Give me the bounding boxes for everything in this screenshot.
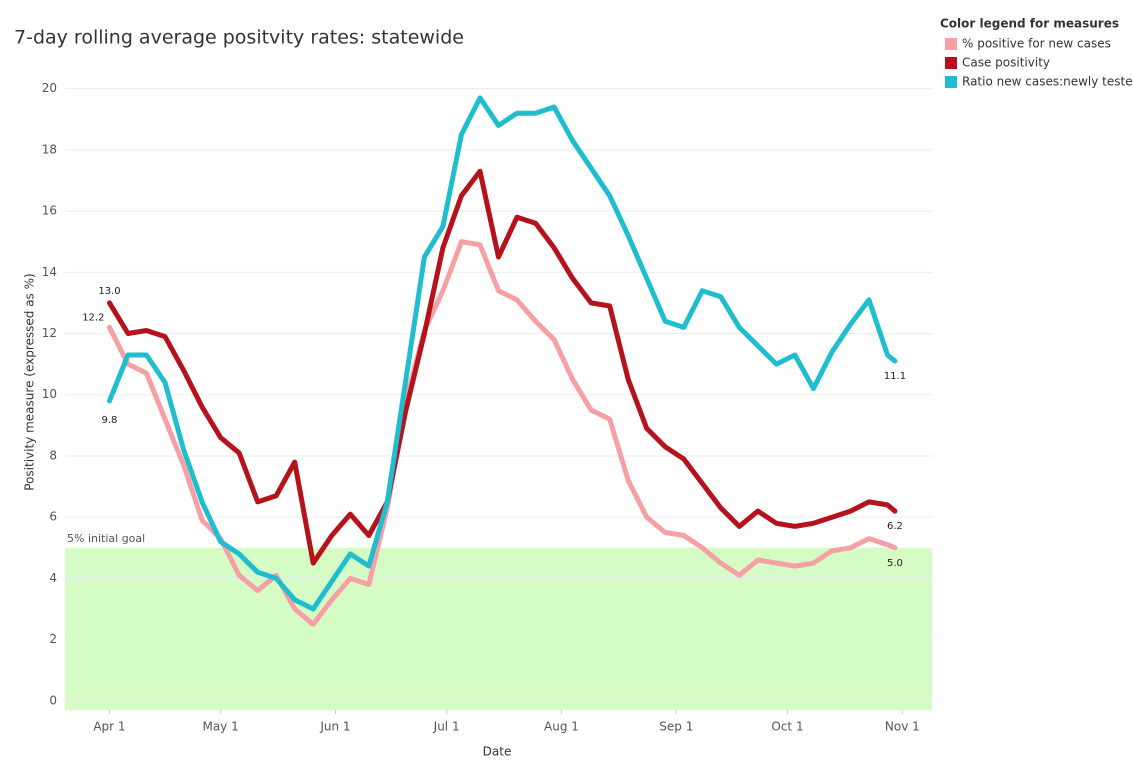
data-label: 11.1 — [884, 371, 906, 382]
y-tick-label: 20 — [42, 81, 57, 95]
data-label: 9.8 — [102, 415, 118, 426]
goal-label: 5% initial goal — [67, 532, 145, 545]
x-tick-label: Oct 1 — [771, 720, 803, 734]
series-line — [107, 95, 898, 612]
data-label: 5.0 — [887, 558, 903, 569]
legend-title: Color legend for measures — [940, 17, 1119, 31]
y-tick-label: 0 — [49, 693, 57, 707]
chart-title: 7-day rolling average positvity rates: s… — [14, 27, 464, 49]
y-tick-label: 14 — [42, 265, 57, 279]
legend-text: % positive for new cases — [962, 37, 1111, 51]
y-tick-label: 4 — [49, 571, 57, 585]
y-tick-label: 8 — [49, 448, 57, 462]
goal-band — [65, 547, 932, 710]
legend-swatch — [945, 76, 957, 88]
y-tick-label: 18 — [42, 142, 57, 156]
legend-text: Case positivity — [962, 56, 1050, 70]
x-tick-label: Aug 1 — [544, 720, 579, 734]
y-tick-label: 16 — [42, 204, 57, 218]
x-tick-label: Jun 1 — [319, 720, 350, 734]
series-line — [107, 168, 898, 566]
legend-swatch — [945, 38, 957, 50]
x-tick-label: Jul 1 — [433, 720, 460, 734]
x-axis-label: Date — [483, 745, 512, 759]
y-tick-label: 6 — [49, 510, 57, 524]
data-label: 12.2 — [82, 312, 104, 323]
x-tick-label: Sep 1 — [659, 720, 693, 734]
y-tick-label: 10 — [42, 387, 57, 401]
legend-swatch — [945, 57, 957, 69]
x-tick-label: May 1 — [202, 720, 238, 734]
y-axis-label: Positivity measure (expressed as %) — [23, 273, 37, 490]
legend-text: Ratio new cases:newly tested — [962, 75, 1133, 89]
x-tick-label: Apr 1 — [93, 720, 125, 734]
x-tick-label: Nov 1 — [885, 720, 920, 734]
series-line — [107, 239, 898, 627]
y-tick-label: 12 — [42, 326, 57, 340]
y-tick-label: 2 — [49, 632, 57, 646]
data-label: 6.2 — [887, 521, 903, 532]
data-label: 13.0 — [98, 286, 120, 297]
